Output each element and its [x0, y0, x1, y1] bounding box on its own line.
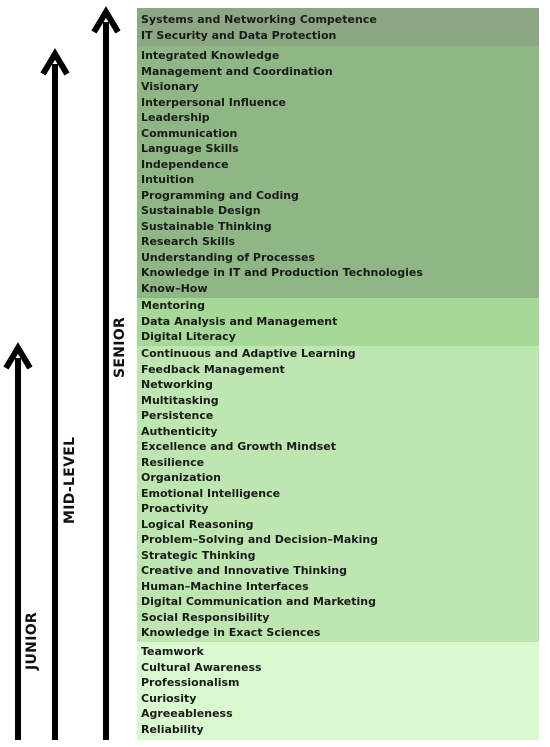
skill-list: Mentoring Data Analysis and Management D… — [137, 298, 539, 345]
skill-list: Teamwork Cultural Awareness Professional… — [137, 644, 539, 737]
skill-item: Organization — [141, 471, 221, 484]
skill-list: Integrated Knowledge Management and Coor… — [137, 48, 539, 296]
junior-label: JUNIOR — [24, 612, 40, 670]
skill-item: Sustainable Design — [141, 204, 261, 217]
skill-item: Knowledge in IT and Production Technolog… — [141, 266, 423, 279]
skill-list: Systems and Networking Competence IT Sec… — [137, 12, 539, 43]
skill-item: Leadership — [141, 111, 210, 124]
skill-item: Professionalism — [141, 676, 240, 689]
band-junior-skills: Teamwork Cultural Awareness Professional… — [137, 642, 539, 740]
skill-item: Mentoring — [141, 299, 205, 312]
skill-item: Authenticity — [141, 424, 218, 438]
skill-item: Sustainable Thinking — [141, 219, 272, 233]
skill-item: Continuous and Adaptive Learning — [141, 347, 356, 360]
skill-item: Human–Machine Interfaces — [141, 579, 309, 593]
skill-item: Networking — [141, 378, 213, 391]
senior-arrow — [91, 6, 121, 740]
skill-item: Management and Coordination — [141, 64, 333, 78]
skill-item: Creative and Innovative Thinking — [141, 564, 347, 577]
skill-item: Knowledge in Exact Sciences — [141, 626, 321, 639]
skill-item: Problem–Solving and Decision–Making — [141, 533, 379, 546]
skill-item: Language Skills — [141, 142, 239, 155]
band-mentoring: Mentoring Data Analysis and Management D… — [137, 298, 539, 346]
skill-item: Excellence and Growth Mindset — [141, 440, 336, 453]
skill-item: Curiosity — [141, 691, 197, 705]
skill-item: Understanding of Processes — [141, 250, 316, 264]
skill-item: Programming and Coding — [141, 188, 299, 202]
skill-item: Cultural Awareness — [141, 660, 262, 674]
skill-item: Teamwork — [141, 645, 204, 658]
skill-item: Multitasking — [141, 393, 219, 407]
skill-item: Emotional Intelligence — [141, 486, 281, 500]
skill-item: Visionary — [141, 80, 199, 93]
skill-item: Know–How — [141, 281, 208, 295]
mid-level-label: MID-LEVEL — [62, 436, 78, 524]
skill-item: Strategic Thinking — [141, 548, 256, 562]
skill-item: Digital Communication and Marketing — [141, 595, 376, 608]
skill-item: Research Skills — [141, 235, 236, 248]
skill-item: Data Analysis and Management — [141, 314, 338, 328]
senior-label: SENIOR — [112, 316, 128, 378]
band-systems-security: Systems and Networking Competence IT Sec… — [137, 8, 539, 46]
skill-item: Digital Literacy — [141, 330, 236, 343]
skill-item: IT Security and Data Protection — [141, 28, 337, 42]
skill-item: Integrated Knowledge — [141, 49, 280, 62]
skill-item: Communication — [141, 126, 238, 140]
junior-arrow — [3, 342, 33, 740]
band-mid-level-skills: Continuous and Adaptive Learning Feedbac… — [137, 346, 539, 642]
skill-item: Reliability — [141, 722, 204, 736]
skill-item: Systems and Networking Competence — [141, 13, 377, 26]
mid-level-arrow — [40, 48, 70, 740]
skill-item: Feedback Management — [141, 362, 285, 376]
skill-item: Logical Reasoning — [141, 517, 254, 531]
skill-item: Social Responsibility — [141, 610, 270, 624]
skill-item: Agreeableness — [141, 707, 233, 720]
level-arrows — [3, 6, 121, 740]
skill-item: Resilience — [141, 455, 205, 469]
skill-item: Proactivity — [141, 502, 209, 515]
band-senior-skills: Integrated Knowledge Management and Coor… — [137, 46, 539, 298]
skill-list: Continuous and Adaptive Learning Feedbac… — [137, 346, 539, 641]
skill-item: Persistence — [141, 409, 214, 422]
skill-item: Intuition — [141, 173, 195, 186]
skill-item: Interpersonal Influence — [141, 95, 286, 109]
skill-item: Independence — [141, 157, 229, 171]
